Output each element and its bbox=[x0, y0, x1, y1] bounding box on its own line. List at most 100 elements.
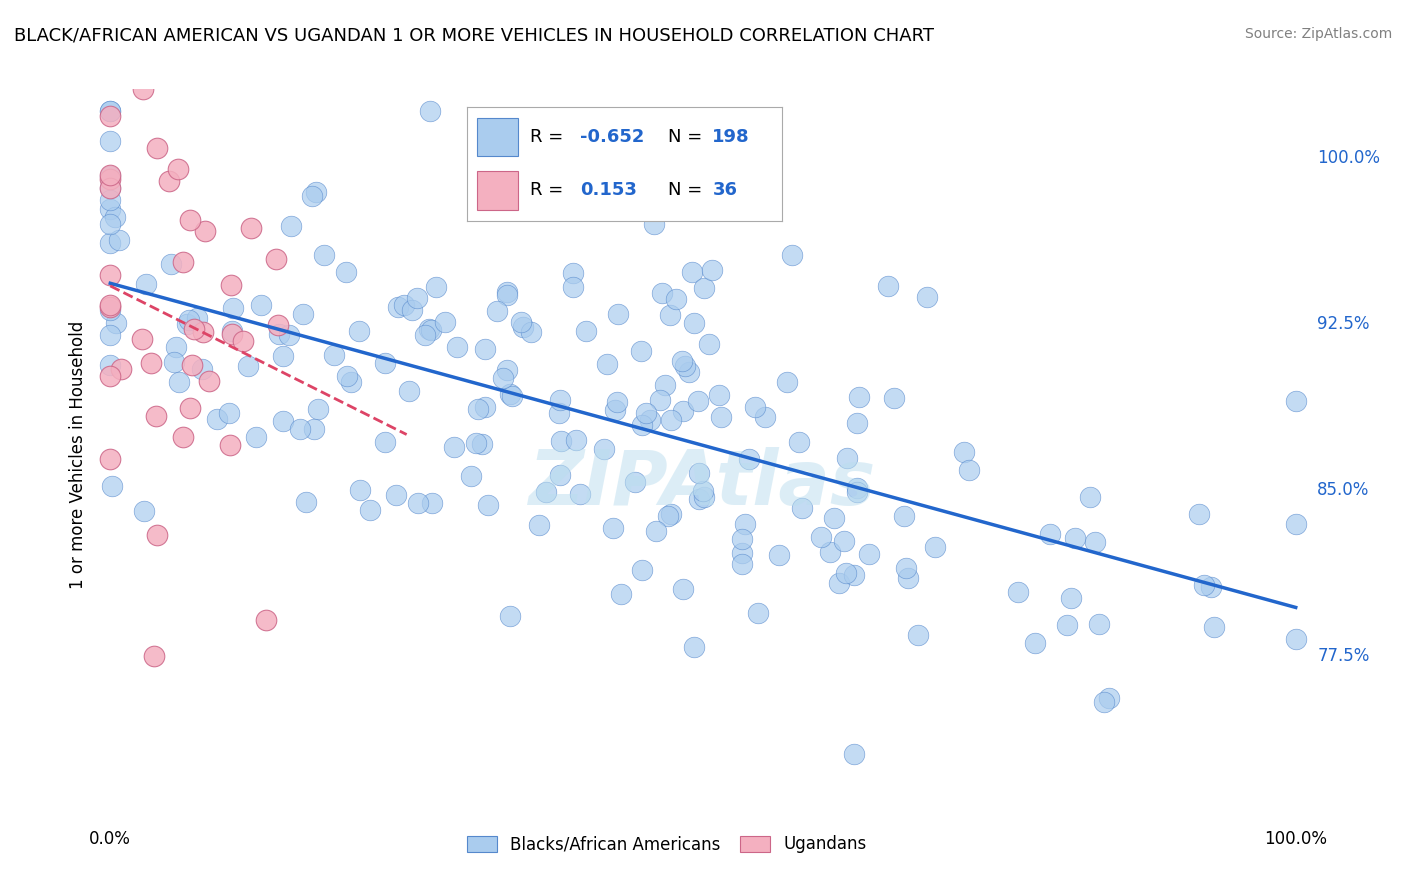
Point bbox=[160, 257, 183, 271]
Point bbox=[292, 307, 315, 321]
Point bbox=[665, 293, 688, 307]
Point bbox=[858, 547, 880, 561]
Point bbox=[498, 387, 520, 401]
Point bbox=[957, 463, 980, 477]
Point bbox=[512, 320, 534, 334]
Point bbox=[176, 317, 198, 331]
Point bbox=[191, 362, 214, 376]
Point bbox=[98, 104, 121, 119]
Point bbox=[710, 409, 733, 424]
Point bbox=[207, 412, 229, 426]
Point bbox=[108, 233, 131, 247]
Point bbox=[1092, 695, 1115, 709]
Point bbox=[1064, 532, 1087, 546]
Point bbox=[657, 508, 679, 523]
Point bbox=[754, 409, 776, 424]
Point bbox=[98, 235, 121, 250]
Point bbox=[323, 348, 346, 362]
Point bbox=[1199, 580, 1222, 594]
Point bbox=[659, 412, 682, 426]
Point bbox=[776, 375, 799, 389]
Point bbox=[278, 327, 301, 342]
Point bbox=[671, 353, 693, 368]
Point bbox=[280, 219, 302, 233]
Point bbox=[340, 375, 363, 389]
Point bbox=[406, 496, 429, 510]
Point bbox=[527, 517, 550, 532]
Point bbox=[893, 509, 915, 524]
Point bbox=[219, 278, 242, 293]
Point bbox=[98, 181, 121, 195]
Point bbox=[172, 255, 194, 269]
Point bbox=[271, 349, 294, 363]
Point bbox=[485, 303, 508, 318]
Point bbox=[693, 281, 716, 295]
Point bbox=[846, 482, 869, 496]
Point bbox=[688, 467, 710, 481]
Point bbox=[630, 343, 652, 358]
Point bbox=[401, 302, 423, 317]
Point bbox=[844, 568, 866, 582]
Point bbox=[146, 528, 169, 542]
Point bbox=[495, 285, 517, 300]
Point bbox=[98, 134, 121, 148]
Point bbox=[638, 413, 661, 427]
Point bbox=[98, 268, 121, 282]
Point bbox=[193, 326, 215, 340]
Point bbox=[730, 546, 752, 560]
Point bbox=[1285, 632, 1308, 646]
Text: BLACK/AFRICAN AMERICAN VS UGANDAN 1 OR MORE VEHICLES IN HOUSEHOLD CORRELATION CH: BLACK/AFRICAN AMERICAN VS UGANDAN 1 OR M… bbox=[14, 27, 934, 45]
Point bbox=[104, 210, 127, 224]
Point bbox=[266, 318, 288, 332]
Point bbox=[492, 371, 515, 385]
Point bbox=[98, 298, 121, 312]
Point bbox=[548, 393, 571, 408]
Point bbox=[894, 561, 917, 575]
Point bbox=[683, 316, 706, 330]
Point bbox=[177, 313, 200, 327]
Point bbox=[846, 417, 869, 431]
Point bbox=[335, 265, 357, 279]
Point bbox=[415, 328, 437, 343]
Point bbox=[659, 507, 682, 521]
Point bbox=[534, 484, 557, 499]
Point bbox=[602, 521, 624, 535]
Point bbox=[406, 291, 429, 305]
Point bbox=[446, 341, 468, 355]
Point bbox=[846, 484, 869, 499]
Point bbox=[104, 316, 127, 330]
Point bbox=[183, 322, 205, 336]
Point bbox=[98, 368, 121, 383]
Point bbox=[1192, 578, 1215, 592]
Y-axis label: 1 or more Vehicles in Household: 1 or more Vehicles in Household bbox=[69, 321, 87, 589]
Point bbox=[561, 266, 583, 280]
Point bbox=[832, 533, 855, 548]
Point bbox=[593, 442, 616, 456]
Point bbox=[132, 504, 155, 518]
Point bbox=[347, 324, 370, 338]
Point bbox=[443, 440, 465, 454]
Point bbox=[194, 224, 217, 238]
Point bbox=[686, 394, 709, 409]
Point bbox=[143, 649, 166, 664]
Point bbox=[596, 357, 619, 371]
Point bbox=[302, 422, 325, 436]
Point bbox=[471, 436, 494, 450]
Point bbox=[245, 430, 267, 444]
Point bbox=[157, 174, 180, 188]
Point bbox=[568, 487, 591, 501]
Point bbox=[98, 193, 121, 207]
Point bbox=[780, 248, 803, 262]
Point bbox=[877, 279, 900, 293]
Point bbox=[221, 326, 243, 341]
Point bbox=[610, 587, 633, 601]
Point bbox=[575, 325, 598, 339]
Point bbox=[418, 322, 440, 336]
Point bbox=[314, 248, 336, 262]
Point bbox=[98, 169, 121, 183]
Point bbox=[520, 326, 543, 340]
Point bbox=[495, 288, 517, 302]
Point bbox=[738, 451, 761, 466]
Point bbox=[1024, 635, 1046, 649]
Point bbox=[547, 405, 569, 419]
